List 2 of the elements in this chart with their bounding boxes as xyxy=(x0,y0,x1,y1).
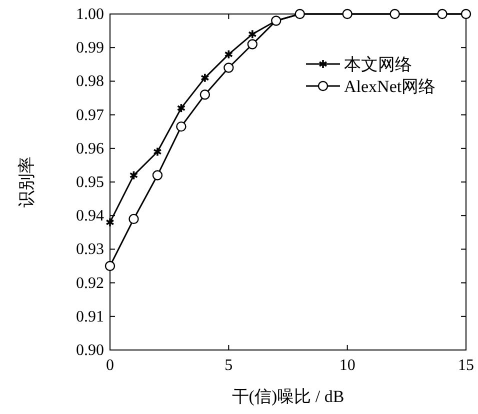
xlabel: 干(信)噪比 / dB xyxy=(232,387,344,406)
ylabel: 识别率 xyxy=(17,156,36,208)
